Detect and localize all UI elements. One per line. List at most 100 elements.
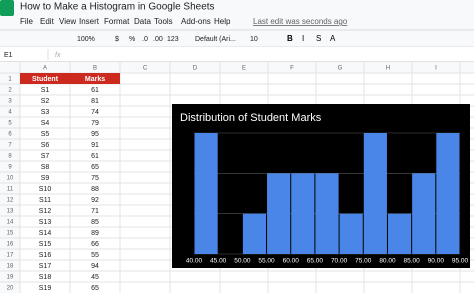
table-cell[interactable]: S3 [41, 109, 50, 116]
row-number[interactable]: 8 [8, 154, 12, 160]
row-number[interactable]: 1 [8, 77, 12, 83]
name-box[interactable]: E1 [4, 52, 13, 59]
table-cell[interactable]: S8 [41, 164, 50, 171]
sheets-logo[interactable] [0, 0, 14, 16]
column-header[interactable]: I [435, 66, 437, 72]
histogram-bar [363, 133, 387, 254]
format-button[interactable]: S [316, 34, 321, 43]
table-cell[interactable]: S10 [39, 186, 52, 193]
table-cell[interactable]: S6 [41, 142, 50, 149]
row-number[interactable]: 5 [8, 121, 12, 127]
doc-title[interactable]: How to Make a Histogram in Google Sheets [20, 2, 215, 13]
table-cell[interactable]: 65 [91, 164, 99, 171]
table-cell[interactable]: 91 [91, 142, 99, 149]
row-number[interactable]: 10 [7, 176, 14, 182]
table-cell[interactable]: 75 [91, 175, 99, 182]
table-cell[interactable]: S1 [41, 87, 50, 94]
table-cell[interactable]: S9 [41, 175, 50, 182]
menu-item[interactable]: Insert [79, 17, 100, 26]
row-number[interactable]: 12 [7, 198, 14, 204]
menu-item[interactable]: Format [104, 17, 130, 26]
menu-item[interactable]: Help [214, 17, 231, 26]
column-header[interactable]: E [242, 66, 246, 72]
toolbar-zoom[interactable]: 100% [77, 36, 95, 43]
table-cell[interactable]: S4 [41, 120, 50, 127]
row-number[interactable]: 6 [8, 132, 12, 138]
table-cell[interactable]: S13 [39, 219, 52, 226]
histogram-bar [291, 173, 315, 254]
table-cell[interactable]: 61 [91, 87, 99, 94]
menu-item[interactable]: Edit [40, 17, 55, 26]
menu-item[interactable]: Add-ons [181, 17, 211, 26]
toolbar-increase-decimal[interactable]: .00 [153, 36, 163, 43]
toolbar-percent[interactable]: % [129, 36, 135, 43]
table-cell[interactable]: S11 [39, 197, 51, 204]
format-button[interactable]: A [330, 34, 336, 43]
table-cell[interactable]: S5 [41, 131, 50, 138]
table-header[interactable]: Marks [85, 76, 105, 83]
menu-item[interactable]: Tools [154, 17, 173, 26]
row-number[interactable]: 3 [8, 99, 12, 105]
toolbar-more-formats[interactable]: 123 [167, 36, 179, 43]
table-cell[interactable]: S18 [39, 274, 52, 281]
menu-item[interactable]: File [20, 17, 33, 26]
table-cell[interactable]: 95 [91, 131, 99, 138]
row-number[interactable]: 16 [7, 242, 14, 248]
table-cell[interactable]: 61 [91, 153, 99, 160]
column-header[interactable]: F [290, 66, 294, 72]
row-number[interactable]: 7 [8, 143, 12, 149]
column-header[interactable]: H [386, 66, 390, 72]
table-cell[interactable]: 66 [91, 241, 99, 248]
table-cell[interactable]: 79 [91, 120, 99, 127]
column-header[interactable]: G [338, 66, 343, 72]
table-cell[interactable]: S19 [39, 285, 52, 292]
table-cell[interactable]: 45 [91, 274, 99, 281]
column-header[interactable]: D [193, 66, 198, 72]
row-number[interactable]: 15 [7, 231, 14, 237]
menu-item[interactable]: Data [134, 17, 151, 26]
format-button[interactable]: B [287, 34, 293, 43]
table-cell[interactable]: 89 [91, 230, 99, 237]
table-cell[interactable]: S7 [41, 153, 50, 160]
table-cell[interactable]: 92 [91, 197, 99, 204]
table-cell[interactable]: 74 [91, 109, 99, 116]
table-cell[interactable]: S15 [39, 241, 52, 248]
table-cell[interactable]: S16 [39, 252, 52, 259]
row-number[interactable]: 19 [7, 275, 14, 281]
table-cell[interactable]: 94 [91, 263, 99, 270]
row-number[interactable]: 18 [7, 264, 14, 270]
table-cell[interactable]: 88 [91, 186, 99, 193]
column-header[interactable]: C [143, 66, 148, 72]
row-number[interactable]: 2 [8, 88, 12, 94]
row-number[interactable]: 20 [7, 286, 14, 292]
last-edit[interactable]: Last edit was seconds ago [253, 17, 348, 26]
table-cell[interactable]: S14 [39, 230, 52, 237]
histogram-bar [315, 173, 339, 254]
table-header[interactable]: Student [32, 76, 59, 83]
column-header[interactable]: A [43, 66, 47, 72]
table-cell[interactable]: S17 [39, 263, 52, 270]
toolbar-currency[interactable]: $ [115, 36, 119, 43]
table-cell[interactable]: 81 [91, 98, 99, 105]
table-cell[interactable]: S12 [39, 208, 52, 215]
row-number[interactable]: 4 [8, 110, 12, 116]
table-cell[interactable]: 65 [91, 285, 99, 292]
menu-item[interactable]: View [59, 17, 76, 26]
format-button[interactable]: I [302, 34, 304, 43]
row-number[interactable]: 17 [7, 253, 14, 259]
table-cell[interactable]: 55 [91, 252, 99, 259]
row-number[interactable]: 11 [7, 187, 14, 193]
x-tick-label: 45.00 [210, 258, 227, 265]
toolbar-font-size[interactable]: 10 [250, 36, 258, 43]
column-header[interactable]: B [93, 66, 97, 72]
row-number[interactable]: 9 [8, 165, 12, 171]
row-number[interactable]: 14 [7, 220, 14, 226]
table-cell[interactable]: S2 [41, 98, 50, 105]
toolbar-font[interactable]: Default (Ari... [195, 36, 236, 43]
table-cell[interactable]: 71 [91, 208, 99, 215]
toolbar-decrease-decimal[interactable]: .0 [142, 36, 148, 43]
fx-label: fx [55, 52, 61, 59]
x-tick-label: 50.00 [234, 258, 251, 265]
table-cell[interactable]: 85 [91, 219, 99, 226]
row-number[interactable]: 13 [7, 209, 14, 215]
